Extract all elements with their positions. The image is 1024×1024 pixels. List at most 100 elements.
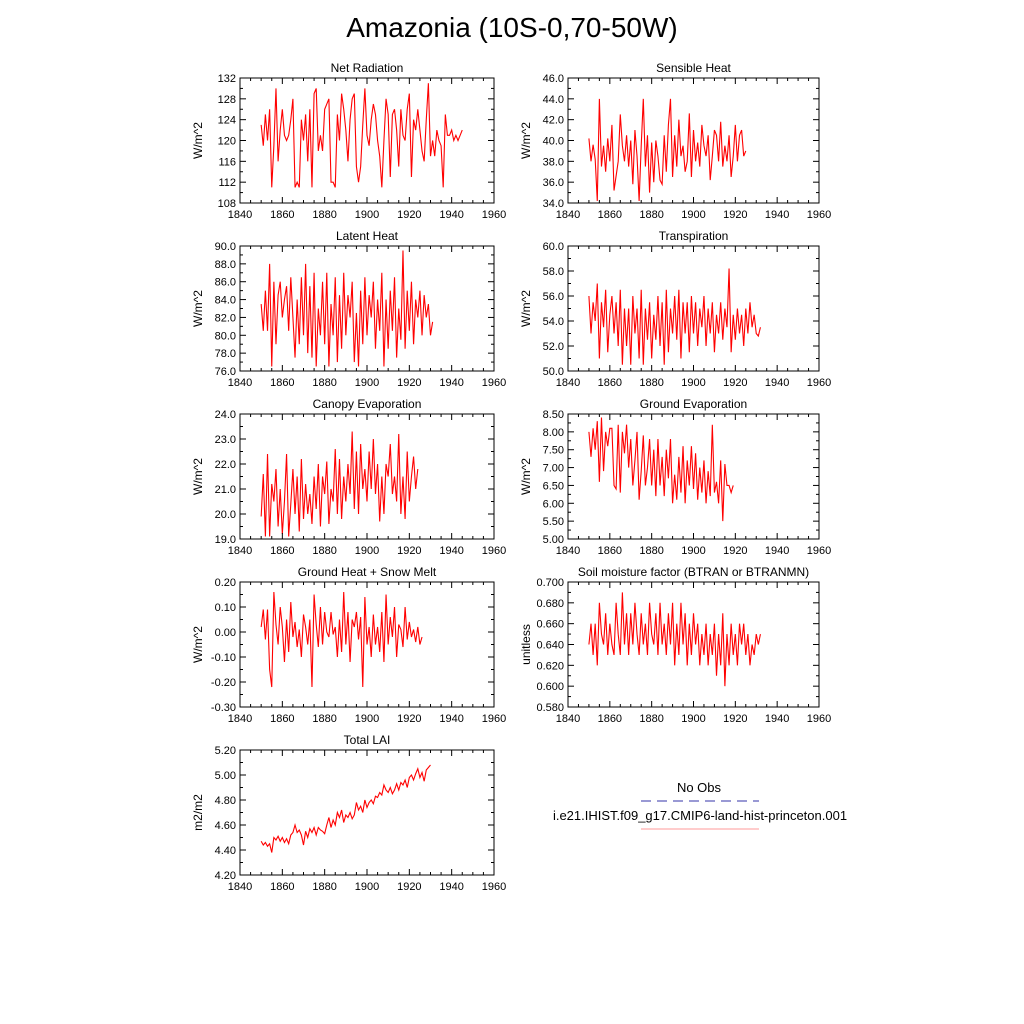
x-tick-label: 1880	[639, 713, 663, 725]
legend-label: i.e21.IHIST.f09_g17.CMIP6-land-hist-prin…	[553, 808, 847, 823]
y-tick-label: -0.30	[211, 702, 236, 714]
y-tick-label: 120	[218, 136, 236, 148]
y-tick-label: 112	[218, 177, 236, 189]
x-tick-label: 1840	[556, 209, 580, 221]
x-tick-label: 1920	[397, 545, 421, 557]
x-tick-label: 1940	[765, 545, 789, 557]
x-tick-label: 1960	[807, 209, 831, 221]
y-tick-label: 36.0	[543, 177, 564, 189]
x-tick-label: 1920	[397, 713, 421, 725]
y-tick-label: 56.0	[543, 291, 564, 303]
x-tick-label: 1920	[723, 377, 747, 389]
x-tick-label: 1920	[723, 713, 747, 725]
page-title: Amazonia (10S-0,70-50W)	[346, 12, 678, 43]
y-tick-label: 7.50	[543, 445, 564, 457]
x-tick-label: 1840	[228, 713, 252, 725]
y-tick-label: 0.680	[536, 598, 564, 610]
y-tick-label: 0.620	[536, 660, 564, 672]
y-axis-label: W/m^2	[191, 626, 205, 663]
plot-frame	[239, 749, 495, 876]
y-tick-label: 5.00	[543, 534, 564, 546]
y-tick-label: 82.0	[215, 312, 236, 324]
chart-title: Latent Heat	[336, 229, 399, 243]
x-tick-label: 1840	[228, 209, 252, 221]
y-tick-label: 86.0	[215, 277, 236, 289]
x-tick-label: 1900	[681, 713, 705, 725]
y-tick-label: 54.0	[543, 316, 564, 328]
x-tick-label: 1840	[228, 881, 252, 893]
y-tick-label: 20.0	[215, 509, 236, 521]
chart-panel-4: 1840 1860 1880 1900 1920 1940 1960 50.0 52.0 54.0…	[519, 229, 831, 389]
chart-panel-2: 1840 1860 1880 1900 1920 1940 1960 34.0 36.0 38.0…	[519, 61, 831, 221]
x-tick-label: 1960	[482, 209, 506, 221]
y-tick-label: 7.00	[543, 463, 564, 475]
y-tick-label: 90.0	[215, 241, 236, 253]
y-tick-label: 84.0	[215, 295, 236, 307]
y-tick-label: 128	[218, 94, 236, 106]
x-tick-label: 1960	[807, 545, 831, 557]
series-line	[260, 431, 419, 537]
series-line	[260, 764, 431, 853]
y-tick-label: 124	[218, 115, 236, 127]
chart-title: Transpiration	[659, 229, 729, 243]
x-tick-label: 1880	[312, 377, 336, 389]
chart-title: Canopy Evaporation	[313, 397, 422, 411]
y-tick-label: 116	[218, 156, 236, 168]
series-line	[260, 591, 423, 688]
y-tick-label: 0.00	[215, 627, 236, 639]
x-tick-label: 1940	[439, 713, 463, 725]
y-tick-label: 0.10	[215, 602, 236, 614]
x-tick-label: 1900	[355, 881, 379, 893]
y-tick-label: 40.0	[543, 136, 564, 148]
y-tick-label: 22.0	[215, 459, 236, 471]
x-tick-label: 1960	[482, 713, 506, 725]
y-tick-label: 5.20	[215, 745, 236, 757]
x-tick-label: 1940	[765, 377, 789, 389]
series-line	[588, 417, 734, 522]
y-tick-label: 52.0	[543, 341, 564, 353]
x-tick-label: 1920	[397, 881, 421, 893]
x-tick-label: 1860	[598, 377, 622, 389]
x-tick-label: 1940	[439, 545, 463, 557]
x-tick-label: 1840	[228, 545, 252, 557]
y-tick-label: 23.0	[215, 434, 236, 446]
y-tick-label: 50.0	[543, 366, 564, 378]
chart-title: Soil moisture factor (BTRAN or BTRANMN)	[578, 565, 809, 579]
y-tick-label: 19.0	[215, 534, 236, 546]
y-tick-label: 0.580	[536, 702, 564, 714]
x-tick-label: 1860	[598, 209, 622, 221]
plot-frame	[239, 77, 495, 204]
series-line	[588, 98, 747, 201]
y-tick-label: 88.0	[215, 259, 236, 271]
y-tick-label: 46.0	[543, 73, 564, 85]
y-axis-label: W/m^2	[191, 122, 205, 159]
x-tick-label: 1860	[598, 545, 622, 557]
y-tick-label: 44.0	[543, 94, 564, 106]
legend-label: No Obs	[677, 780, 722, 795]
x-tick-label: 1960	[482, 377, 506, 389]
y-tick-label: 80.0	[215, 330, 236, 342]
x-tick-label: 1940	[765, 713, 789, 725]
plot-frame	[239, 245, 495, 372]
x-tick-label: 1900	[681, 209, 705, 221]
x-tick-label: 1960	[482, 545, 506, 557]
x-tick-label: 1960	[482, 881, 506, 893]
y-tick-label: 38.0	[543, 156, 564, 168]
x-tick-label: 1940	[439, 209, 463, 221]
y-tick-label: 0.700	[536, 577, 564, 589]
x-tick-label: 1860	[270, 545, 294, 557]
y-tick-label: 6.50	[543, 480, 564, 492]
y-tick-label: 78.0	[215, 348, 236, 360]
x-tick-label: 1860	[270, 209, 294, 221]
series-line	[260, 250, 434, 367]
x-tick-label: 1840	[556, 545, 580, 557]
y-tick-label: 0.660	[536, 619, 564, 631]
x-tick-label: 1920	[723, 209, 747, 221]
x-tick-label: 1940	[439, 377, 463, 389]
chart-panel-3: 1840 1860 1880 1900 1920 1940 1960 76.0 78.0 80.0…	[191, 229, 506, 389]
y-axis-label: W/m^2	[191, 458, 205, 495]
chart-panel-9: 1840 1860 1880 1900 1920 1940 1960 4.20 4.40 4.60…	[191, 733, 506, 893]
x-tick-label: 1880	[639, 209, 663, 221]
x-tick-label: 1900	[355, 377, 379, 389]
